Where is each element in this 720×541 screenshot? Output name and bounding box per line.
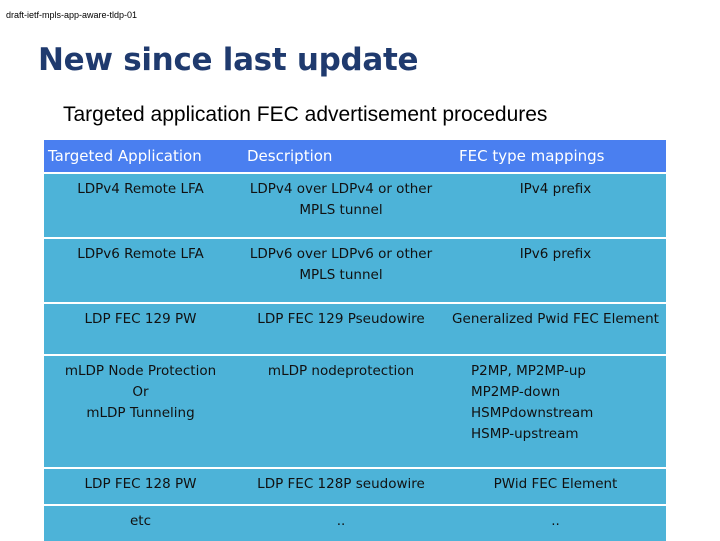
cell-application: etc (44, 506, 237, 541)
cell-application: LDPv4 Remote LFA (44, 174, 237, 239)
table-row: LDPv4 Remote LFA LDPv4 over LDPv4 or oth… (44, 174, 666, 239)
header-targeted-application: Targeted Application (44, 140, 237, 174)
cell-description: LDP FEC 128P seudowire (237, 469, 445, 506)
fec-mapping-table: Targeted Application Description FEC typ… (44, 140, 666, 541)
table-row: LDPv6 Remote LFA LDPv6 over LDPv6 or oth… (44, 239, 666, 304)
draft-name-label: draft-ietf-mpls-app-aware-tldp-01 (6, 10, 138, 20)
table-row: mLDP Node Protection Or mLDP Tunneling m… (44, 356, 666, 469)
slide-title: New since last update (38, 42, 419, 78)
table-header-row: Targeted Application Description FEC typ… (44, 140, 666, 174)
cell-application: LDP FEC 128 PW (44, 469, 237, 506)
table-row: LDP FEC 129 PW LDP FEC 129 Pseudowire Ge… (44, 304, 666, 356)
table-row: etc .. .. (44, 506, 666, 541)
cell-description: LDP FEC 129 Pseudowire (237, 304, 445, 356)
cell-fec-type: PWid FEC Element (445, 469, 666, 506)
cell-fec-type: .. (445, 506, 666, 541)
cell-fec-type: IPv6 prefix (445, 239, 666, 304)
cell-description: .. (237, 506, 445, 541)
cell-fec-type: P2MP, MP2MP-up MP2MP-down HSMPdownstream… (445, 356, 666, 469)
header-fec-type-mappings: FEC type mappings (445, 140, 666, 174)
cell-description: LDPv6 over LDPv6 or other MPLS tunnel (237, 239, 445, 304)
cell-application: LDPv6 Remote LFA (44, 239, 237, 304)
cell-description: mLDP nodeprotection (237, 356, 445, 469)
header-description: Description (237, 140, 445, 174)
cell-application: mLDP Node Protection Or mLDP Tunneling (44, 356, 237, 469)
slide-subtitle: Targeted application FEC advertisement p… (63, 103, 548, 126)
cell-fec-type: Generalized Pwid FEC Element (445, 304, 666, 356)
cell-description: LDPv4 over LDPv4 or other MPLS tunnel (237, 174, 445, 239)
cell-application: LDP FEC 129 PW (44, 304, 237, 356)
table-row: LDP FEC 128 PW LDP FEC 128P seudowire PW… (44, 469, 666, 506)
cell-fec-type: IPv4 prefix (445, 174, 666, 239)
